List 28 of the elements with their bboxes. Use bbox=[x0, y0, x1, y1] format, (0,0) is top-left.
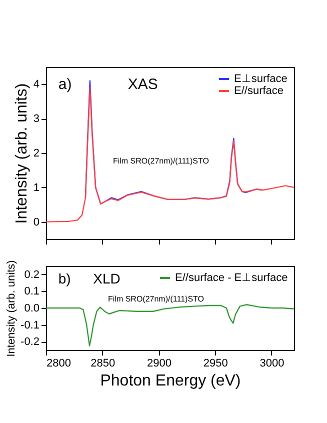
annotation: XLD bbox=[93, 270, 120, 286]
y-tick-label: 3 bbox=[33, 113, 40, 126]
x-tick-label: 2800 bbox=[46, 358, 71, 370]
annotation: b) bbox=[58, 270, 71, 286]
legend-label: E//surface - E⊥surface bbox=[175, 272, 288, 284]
x-axis-title: Photon Energy (eV) bbox=[100, 372, 241, 390]
y-tick-label: 2 bbox=[33, 148, 40, 160]
y-tick-label: 1 bbox=[33, 182, 40, 194]
y-tick-label: 0.0 bbox=[24, 302, 40, 314]
legend-label: E⊥surface bbox=[234, 73, 288, 85]
annotation: Film SRO(27nm)/(111)STO bbox=[108, 294, 204, 304]
x-tick-label: 3000 bbox=[260, 358, 284, 370]
annotation: a) bbox=[58, 76, 72, 94]
x-tick-label: 2900 bbox=[146, 358, 172, 370]
y-axis-title: Intensity (arb. units) bbox=[13, 83, 30, 224]
x-tick-label: 2850 bbox=[90, 358, 116, 370]
annotation: XAS bbox=[128, 76, 158, 94]
annotation: Film SRO(27nm)/(111)STO bbox=[112, 156, 209, 166]
x-tick-label: 2950 bbox=[203, 358, 228, 370]
y-tick-label: 0.2 bbox=[24, 268, 40, 281]
line-series bbox=[45, 304, 295, 346]
y-tick-label: -0.2 bbox=[20, 336, 40, 348]
y-tick-label: 0.1 bbox=[24, 286, 40, 298]
legend-label: E//surface bbox=[234, 85, 284, 97]
y-tick-label: 0 bbox=[33, 216, 40, 228]
y-tick-label: 4 bbox=[33, 78, 40, 91]
y-axis-title: Intensity (arb. units) bbox=[6, 260, 18, 357]
y-tick-label: -0.1 bbox=[20, 319, 40, 332]
